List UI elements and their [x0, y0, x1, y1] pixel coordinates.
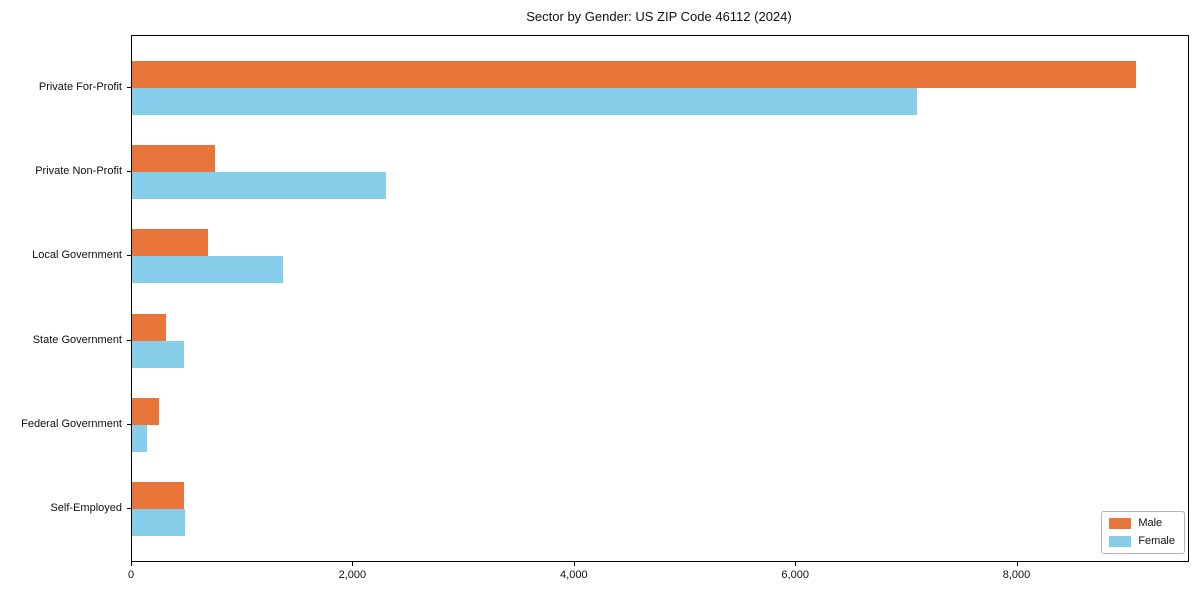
bar-male-state-government — [132, 313, 166, 341]
x-tick-mark — [795, 562, 797, 566]
y-tick-mark — [127, 87, 131, 88]
y-tick-mark — [127, 339, 131, 341]
plot-area: Male Female — [131, 35, 1189, 562]
bar-male-private-for-profit — [132, 61, 1136, 88]
legend-item-female: Female — [1109, 535, 1175, 548]
y-tick-label: Self-Employed — [50, 502, 122, 514]
bar-male-self-employed — [132, 482, 184, 509]
y-tick-mark — [127, 423, 131, 425]
bar-female-local-government — [132, 256, 283, 284]
x-tick-mark — [573, 562, 575, 566]
x-tick-label: 6,000 — [781, 569, 809, 581]
bar-male-private-non-profit — [132, 145, 215, 173]
y-tick-label: Private For-Profit — [38, 81, 122, 93]
y-tick-label: Federal Government — [21, 417, 122, 430]
bar-male-federal-government — [132, 397, 160, 425]
x-tick-label: 4,000 — [560, 569, 588, 581]
y-tick-mark — [127, 171, 131, 173]
bar-female-private-non-profit — [132, 172, 386, 200]
female-series-swatch — [1109, 536, 1132, 547]
y-tick-mark — [127, 508, 131, 509]
y-tick-mark — [127, 255, 131, 257]
x-tick-mark — [131, 562, 132, 566]
x-tick-mark — [352, 562, 354, 566]
bar-female-state-government — [132, 340, 184, 368]
x-tick-label: 2,000 — [338, 569, 367, 581]
legend-label-female: Female — [1138, 535, 1175, 547]
bar-male-local-government — [132, 229, 208, 257]
bar-female-self-employed — [132, 509, 186, 536]
y-tick-label: State Government — [32, 333, 122, 346]
x-tick-mark — [1016, 562, 1018, 566]
bar-female-federal-government — [132, 424, 147, 452]
legend-label-male: Male — [1138, 517, 1163, 529]
x-tick-label: 8,000 — [1002, 569, 1031, 581]
y-tick-label: Local Government — [32, 249, 122, 262]
bar-female-private-for-profit — [132, 88, 917, 115]
male-series-swatch — [1109, 518, 1132, 529]
x-tick-label: 0 — [127, 569, 135, 581]
legend: Male Female — [1101, 511, 1185, 554]
legend-item-male: Male — [1109, 517, 1175, 530]
chart-title: Sector by Gender: US ZIP Code 46112 (202… — [526, 9, 792, 24]
y-tick-label: Private Non-Profit — [35, 165, 122, 178]
